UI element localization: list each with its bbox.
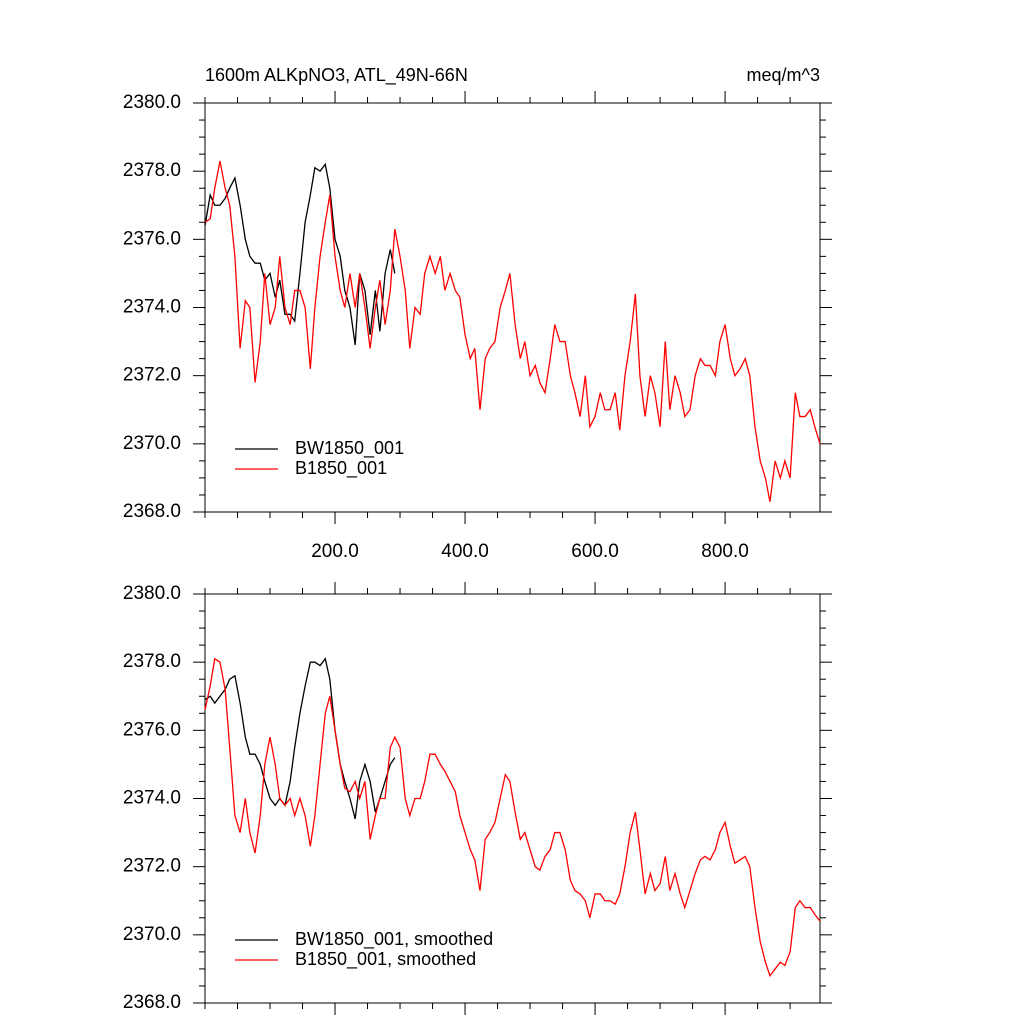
y-tick-label: 2368.0 [123, 501, 181, 522]
y-tick-label: 2370.0 [123, 433, 181, 454]
x-tick-label: 200.0 [311, 541, 359, 562]
y-tick-label: 2378.0 [123, 160, 181, 181]
legend-label: BW1850_001, smoothed [295, 929, 493, 950]
y-tick-label: 2368.0 [123, 992, 181, 1013]
x-tick-label: 800.0 [701, 541, 749, 562]
chart-title: 1600m ALKpNO3, ATL_49N-66N [205, 65, 468, 86]
legend-label: BW1850_001 [295, 438, 404, 459]
y-tick-label: 2374.0 [123, 788, 181, 809]
y-tick-label: 2378.0 [123, 651, 181, 672]
units-label: meq/m^3 [747, 65, 820, 85]
series-line [204, 160, 821, 502]
x-tick-label: 400.0 [441, 541, 489, 562]
series-line [204, 657, 821, 978]
y-tick-label: 2374.0 [123, 297, 181, 318]
y-tick-label: 2372.0 [123, 365, 181, 386]
y-tick-label: 2370.0 [123, 924, 181, 945]
legend-label: B1850_001, smoothed [295, 949, 476, 970]
y-tick-label: 2372.0 [123, 856, 181, 877]
y-tick-label: 2376.0 [123, 719, 181, 740]
series-line [204, 162, 396, 346]
series-line [204, 657, 396, 820]
y-tick-label: 2380.0 [123, 583, 181, 604]
y-tick-label: 2380.0 [123, 92, 181, 113]
x-tick-label: 600.0 [571, 541, 619, 562]
y-tick-label: 2376.0 [123, 228, 181, 249]
legend-label: B1850_001 [295, 458, 387, 479]
